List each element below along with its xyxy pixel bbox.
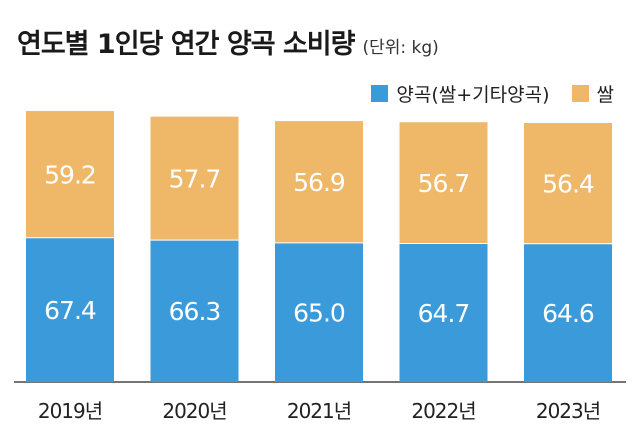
legend-label-grain: 양곡(쌀+기타양곡) (396, 84, 550, 106)
bar-group-0: 59.2 67.4 2019년 (26, 111, 114, 423)
label-rice-4: 56.4 (542, 169, 594, 198)
bar-rice-2 (275, 121, 363, 243)
bar-grain-4 (524, 243, 612, 382)
bar-grain-1 (150, 240, 239, 382)
legend-item-rice: 쌀 (571, 80, 614, 107)
chart-title-text: 연도별 1인당 연간 양곡 소비량 (17, 29, 355, 60)
bar-group-2: 56.9 65.0 2021년 (275, 121, 363, 423)
bar-rice-0 (26, 111, 114, 238)
label-grain-0: 67.4 (44, 296, 96, 325)
label-grain-4: 64.6 (542, 299, 594, 328)
label-rice-2: 56.9 (293, 168, 345, 197)
legend-swatch-rice (571, 85, 589, 102)
bar-rice-1 (150, 116, 239, 241)
legend: 양곡(쌀+기타양곡) 쌀 (349, 80, 614, 107)
bar-rice-4 (524, 123, 612, 244)
legend-item-grain: 양곡(쌀+기타양곡) (371, 80, 550, 107)
label-grain-2: 65.0 (293, 298, 345, 327)
chart-title: 연도별 1인당 연간 양곡 소비량 (단위: kg) (17, 22, 439, 61)
bar-group-3: 56.7 64.7 2022년 (399, 122, 488, 423)
legend-label-rice: 쌀 (596, 84, 614, 106)
label-rice-1: 57.7 (169, 164, 221, 193)
bar-rice-3 (399, 122, 488, 244)
bar-grain-2 (275, 242, 363, 382)
x-tick-label-1: 2020년 (162, 399, 226, 423)
bar-group-4: 56.4 64.6 2023년 (524, 123, 612, 423)
label-rice-0: 59.2 (44, 160, 96, 189)
x-tick-label-2: 2021년 (287, 399, 351, 423)
x-tick-label-4: 2023년 (536, 399, 600, 423)
x-tick-label-0: 2019년 (38, 399, 102, 423)
bar-grain-3 (399, 243, 488, 382)
x-tick-label-3: 2022년 (411, 399, 475, 423)
chart-unit: (단위: kg) (362, 38, 439, 58)
label-grain-3: 64.7 (418, 299, 470, 328)
bar-grain-0 (26, 237, 114, 382)
label-rice-3: 56.7 (418, 169, 470, 198)
label-grain-1: 66.3 (169, 297, 221, 326)
legend-swatch-grain (371, 85, 389, 102)
bar-group-1: 57.7 66.3 2020년 (150, 116, 239, 423)
